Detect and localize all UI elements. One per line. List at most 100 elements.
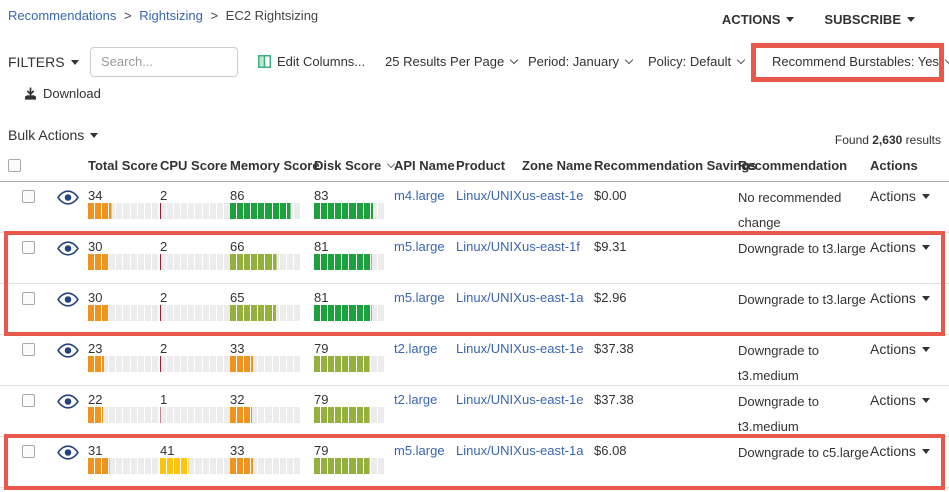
total-score-cell: 31 [88, 437, 160, 474]
total-score-value: 30 [88, 239, 103, 254]
total-score-bar [88, 458, 158, 474]
view-details-eye-icon[interactable] [57, 184, 79, 208]
product-link[interactable]: Linux/UNIX [456, 188, 522, 203]
product-link[interactable]: Linux/UNIX [456, 239, 522, 254]
row-checkbox[interactable] [21, 190, 35, 203]
recommendation-text: Downgrade to t3.medium [738, 343, 819, 383]
cpu-score-cell: 2 [160, 284, 230, 321]
zone-name-link[interactable]: us-east-1a [522, 290, 584, 305]
cpu-score-bar [160, 305, 230, 321]
memory-score-value: 65 [230, 290, 245, 305]
row-actions-dropdown[interactable]: Actions [870, 386, 941, 408]
disk-score-cell: 81 [314, 233, 394, 270]
recommendation-savings-value: $37.38 [594, 392, 634, 407]
memory-score-bar [230, 407, 300, 423]
product-link[interactable]: Linux/UNIX [456, 392, 522, 407]
recommendation-savings-value: $0.00 [594, 188, 627, 203]
column-header-memory-score[interactable]: Memory Score [230, 158, 320, 173]
memory-score-cell: 86 [230, 182, 314, 219]
column-header-zone-name[interactable]: Zone Name [522, 158, 593, 173]
total-score-cell: 30 [88, 284, 160, 321]
row-checkbox[interactable] [21, 445, 35, 458]
row-checkbox[interactable] [21, 343, 35, 356]
recommendation-text: Downgrade to t3.medium [738, 394, 819, 434]
policy-dropdown[interactable]: Policy: Default [648, 47, 746, 77]
total-score-bar [88, 305, 158, 321]
results-per-page-dropdown[interactable]: 25 Results Per Page [385, 47, 519, 77]
memory-score-cell: 32 [230, 386, 314, 423]
product-link[interactable]: Linux/UNIX [456, 443, 522, 458]
row-actions-dropdown[interactable]: Actions [870, 437, 941, 459]
caret-down-icon [90, 133, 99, 138]
row-actions-dropdown[interactable]: Actions [870, 182, 941, 204]
breadcrumb-rightsizing[interactable]: Rightsizing [139, 8, 203, 23]
column-header-total-score[interactable]: Total Score [88, 158, 158, 173]
recommend-burstables-dropdown[interactable]: Recommend Burstables: Yes [772, 47, 949, 77]
api-name-link[interactable]: m5.large [394, 443, 445, 458]
row-actions-dropdown[interactable]: Actions [870, 233, 941, 255]
api-name-link[interactable]: m5.large [394, 290, 445, 305]
column-header-product[interactable]: Product [456, 158, 506, 173]
recommendations-table: Total Score CPU Score Memory Score Disk … [0, 150, 949, 488]
view-details-eye-icon[interactable] [57, 388, 79, 412]
search-input[interactable] [90, 47, 238, 77]
view-details-eye-icon[interactable] [57, 337, 79, 361]
product-link[interactable]: Linux/UNIX [456, 341, 522, 356]
api-name-link[interactable]: t2.large [394, 341, 438, 356]
download-button[interactable]: Download [24, 84, 101, 104]
table-row: 30 2 66 81 m5.large Linux/UNIX us-east-1… [0, 233, 949, 284]
actions-menu-button[interactable]: ACTIONS [722, 12, 795, 27]
total-score-value: 31 [88, 443, 103, 458]
recommendation-text: Downgrade to t3.large [738, 292, 866, 307]
view-details-eye-icon[interactable] [57, 235, 79, 259]
view-details-eye-icon[interactable] [57, 286, 79, 310]
recommendation-text: Downgrade to t3.large [738, 241, 866, 256]
api-name-link[interactable]: m5.large [394, 239, 445, 254]
row-checkbox[interactable] [21, 241, 35, 254]
caret-down-icon [921, 296, 930, 301]
disk-score-bar [314, 458, 384, 474]
disk-score-bar [314, 356, 384, 372]
total-score-value: 23 [88, 341, 103, 356]
zone-name-link[interactable]: us-east-1f [522, 239, 580, 254]
row-actions-dropdown[interactable]: Actions [870, 284, 941, 306]
caret-down-icon [907, 17, 915, 22]
filters-dropdown[interactable]: FILTERS [8, 47, 79, 77]
memory-score-cell: 65 [230, 284, 314, 321]
total-score-cell: 30 [88, 233, 160, 270]
edit-columns-button[interactable]: Edit Columns... [258, 47, 365, 77]
zone-name-link[interactable]: us-east-1a [522, 443, 584, 458]
product-link[interactable]: Linux/UNIX [456, 290, 522, 305]
breadcrumb-recommendations[interactable]: Recommendations [8, 8, 117, 23]
recommendation-savings-value: $37.38 [594, 341, 634, 356]
zone-name-link[interactable]: us-east-1e [522, 392, 584, 407]
column-header-api-name[interactable]: API Name [394, 158, 455, 173]
column-header-recommendation[interactable]: Recommendation [738, 158, 848, 173]
total-score-cell: 23 [88, 335, 160, 372]
table-row: 30 2 65 81 m5.large Linux/UNIX us-east-1… [0, 284, 949, 335]
breadcrumb-current-page: EC2 Rightsizing [225, 8, 319, 23]
view-details-eye-icon[interactable] [57, 439, 79, 463]
api-name-link[interactable]: m4.large [394, 188, 445, 203]
disk-score-value: 79 [314, 341, 329, 356]
bulk-actions-dropdown[interactable]: Bulk Actions [8, 127, 99, 143]
subscribe-menu-button[interactable]: SUBSCRIBE [824, 12, 915, 27]
column-header-cpu-score[interactable]: CPU Score [160, 158, 228, 173]
row-checkbox[interactable] [21, 394, 35, 407]
disk-score-value: 81 [314, 290, 329, 305]
select-all-checkbox[interactable] [8, 158, 21, 172]
memory-score-value: 33 [230, 443, 245, 458]
column-header-recommendation-savings[interactable]: Recommendation Savings [594, 158, 757, 173]
zone-name-link[interactable]: us-east-1e [522, 188, 584, 203]
disk-score-value: 83 [314, 188, 329, 203]
total-score-value: 30 [88, 290, 103, 305]
found-results-count: Found 2,630 results [834, 133, 941, 147]
total-score-bar [88, 407, 158, 423]
period-dropdown[interactable]: Period: January [528, 47, 634, 77]
column-header-disk-score[interactable]: Disk Score [314, 150, 396, 182]
row-checkbox[interactable] [21, 292, 35, 305]
zone-name-link[interactable]: us-east-1e [522, 341, 584, 356]
total-score-value: 22 [88, 392, 103, 407]
row-actions-dropdown[interactable]: Actions [870, 335, 941, 357]
api-name-link[interactable]: t2.large [394, 392, 438, 407]
